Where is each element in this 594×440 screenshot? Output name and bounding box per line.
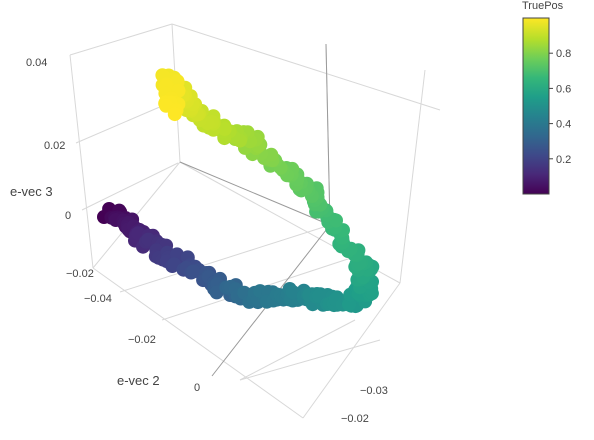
z-tick-1: 0.02 <box>44 140 65 152</box>
colorbar-title: TruePos <box>522 0 564 12</box>
data-points[interactable] <box>97 68 380 314</box>
data-point[interactable] <box>217 122 232 137</box>
z-tick-0: 0.04 <box>26 57 47 69</box>
z-tick-3: −0.02 <box>66 268 94 280</box>
x-tick-0: −0.03 <box>360 385 388 397</box>
colorbar-tick-label: 0.2 <box>556 154 571 166</box>
colorbar-tick-label: 0.4 <box>556 119 571 131</box>
colorbar-tick-label: 0.6 <box>556 83 571 95</box>
y-tick-1: −0.02 <box>128 334 156 346</box>
y-tick-0: −0.04 <box>84 293 112 305</box>
x-tick-1: −0.02 <box>341 413 369 425</box>
data-point[interactable] <box>186 264 201 279</box>
data-point[interactable] <box>285 285 300 300</box>
z-axis-title: e-vec 3 <box>10 184 53 199</box>
y-tick-2: 0 <box>194 382 200 394</box>
z-tick-2: 0 <box>65 210 71 222</box>
data-point[interactable] <box>167 107 182 122</box>
colorbar: TruePos 0.8 0.6 0.4 0.2 <box>522 0 571 195</box>
data-point[interactable] <box>264 147 279 162</box>
scene-axis-lines <box>179 43 331 377</box>
y-axis-title: e-vec 2 <box>117 373 160 388</box>
colorbar-gradient <box>522 17 550 195</box>
colorbar-tick-label: 0.8 <box>556 48 571 60</box>
